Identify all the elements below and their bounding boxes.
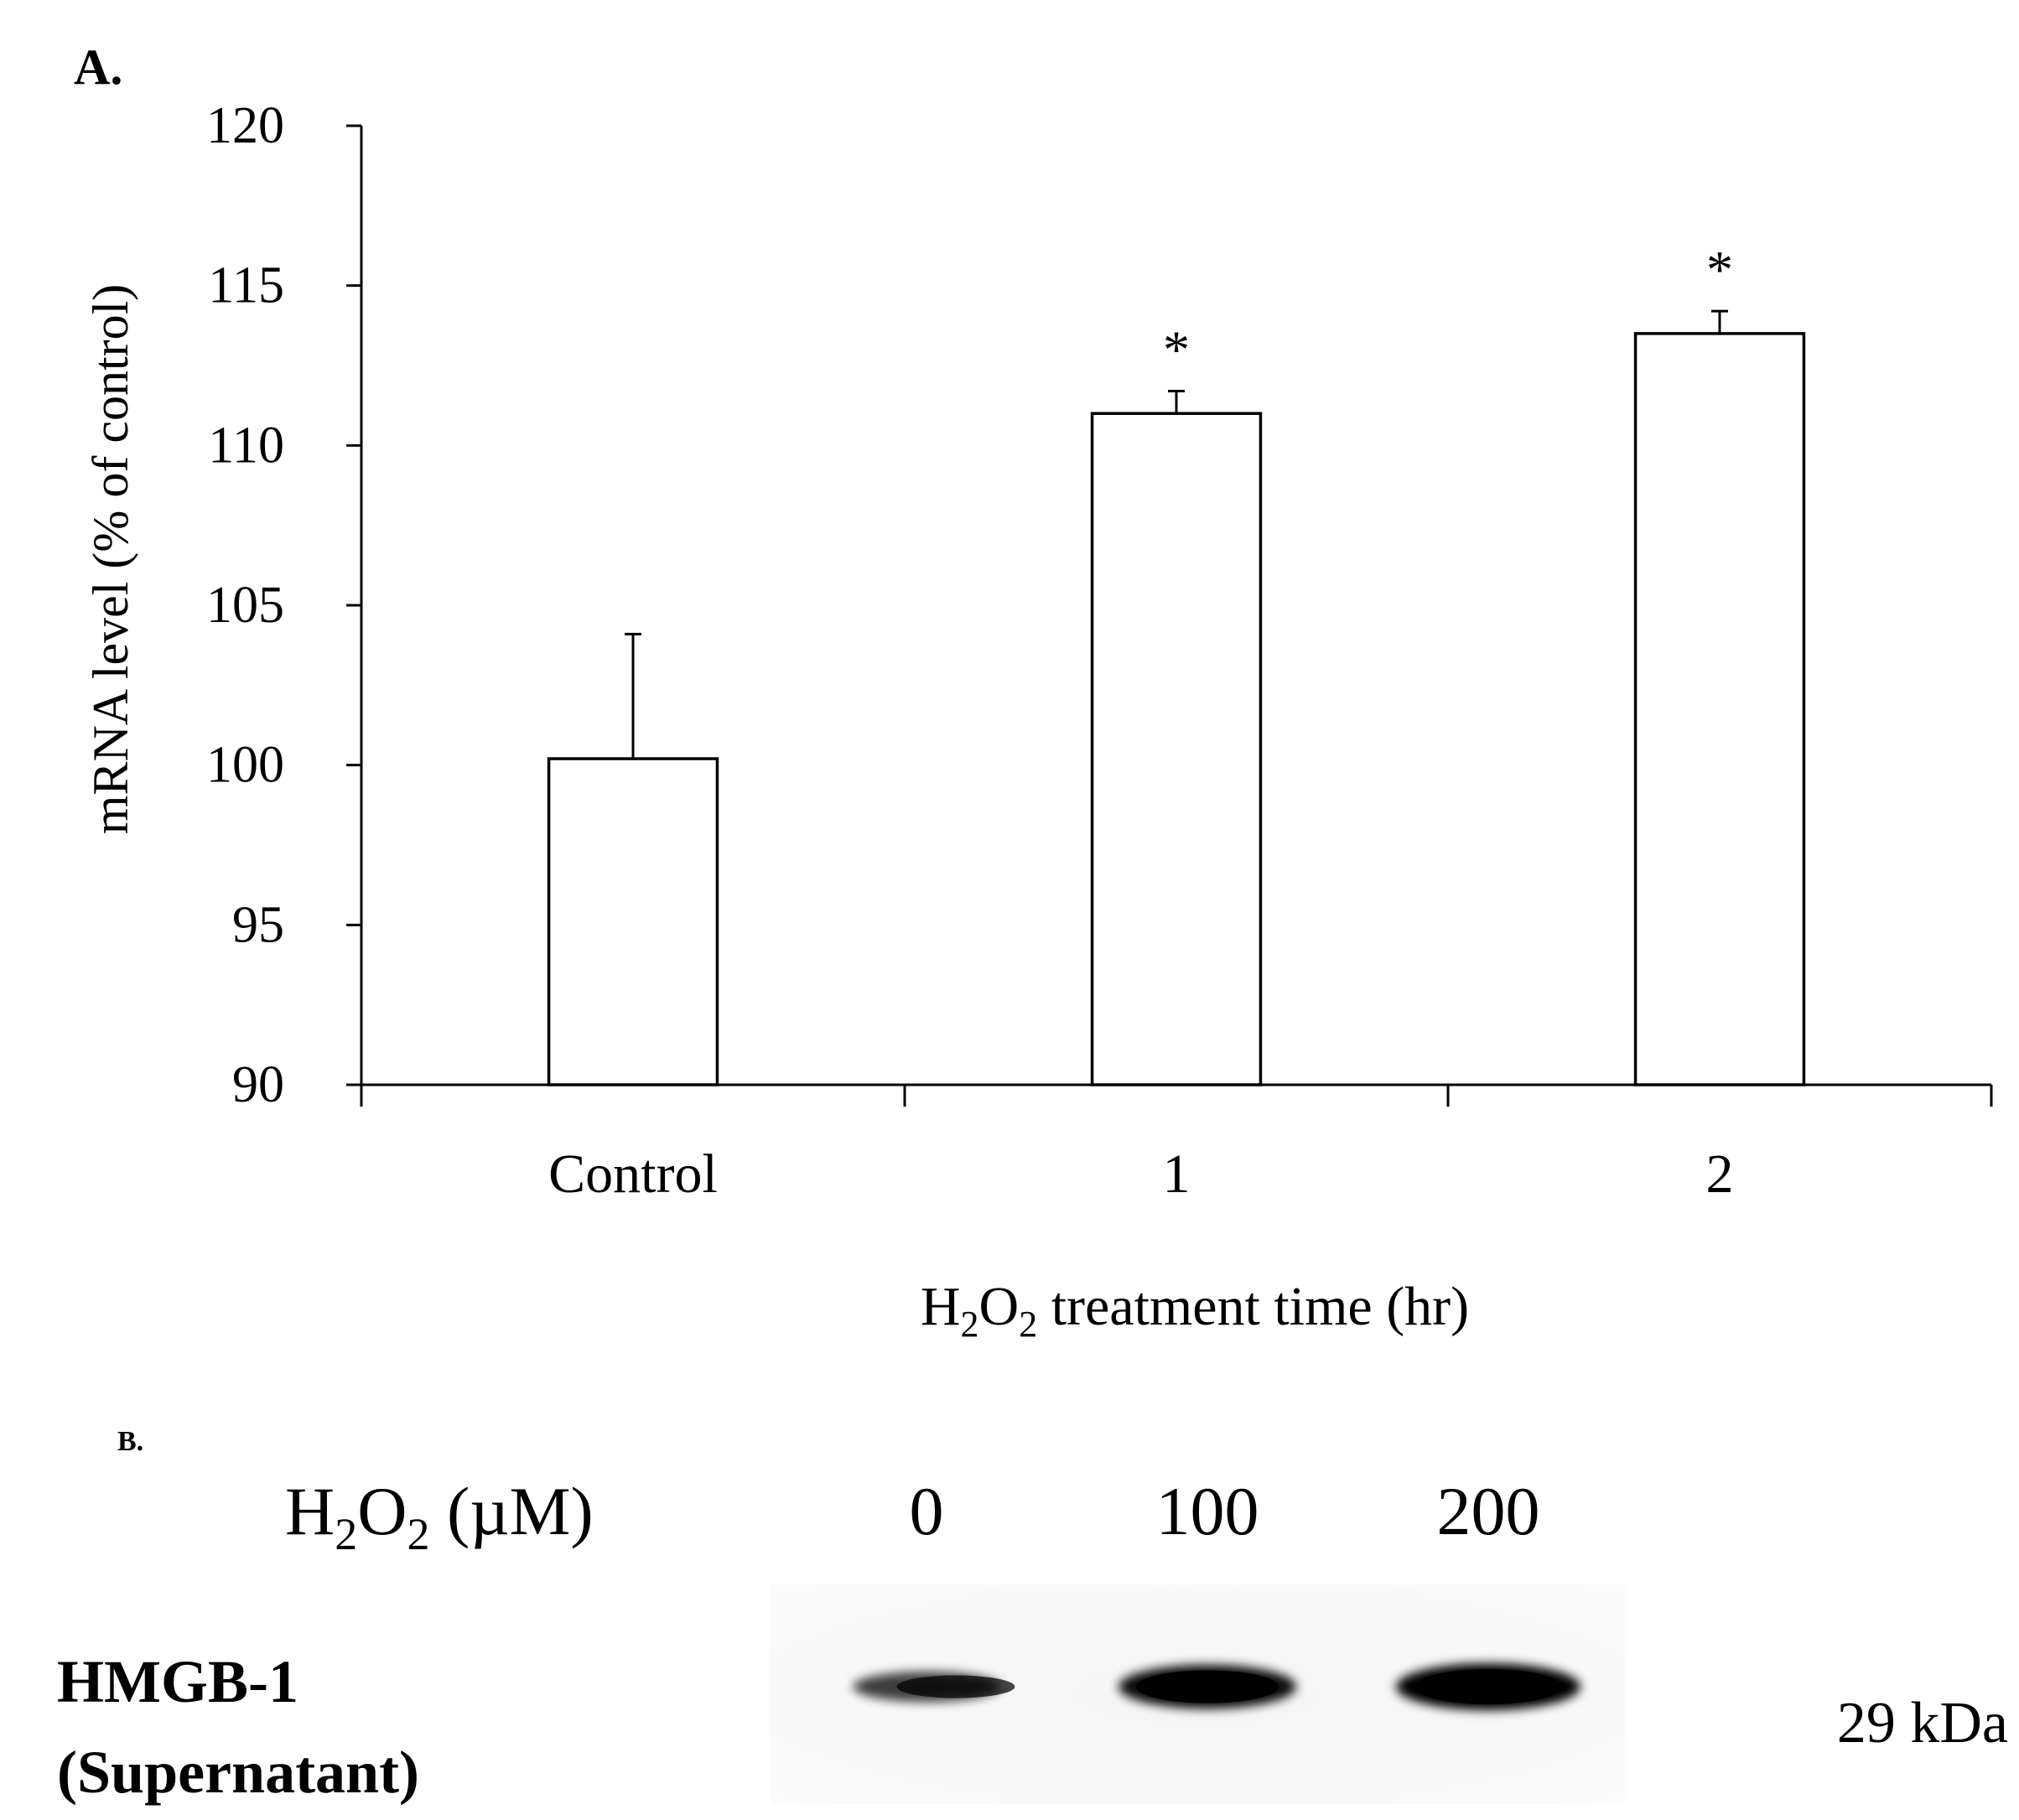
bar-3 (1633, 332, 1806, 1086)
blot-header: H2O2 (µM) (285, 1473, 594, 1559)
y-tick-label: 95 (232, 896, 284, 953)
row-label-fraction: (Supernatant) (57, 1739, 419, 1806)
blot-bands (853, 1663, 1580, 1710)
y-tick-label: 105 (206, 577, 284, 634)
x-axis-label: H2O2 treatment time (hr) (921, 1276, 1469, 1345)
y-axis-label: mRNA level (% of control) (83, 284, 138, 835)
lane-label: 100 (1156, 1473, 1259, 1549)
y-tick-label: 115 (208, 257, 284, 314)
bar-2 (1090, 412, 1263, 1086)
lane-label: 200 (1437, 1473, 1540, 1549)
bar-1 (547, 757, 719, 1086)
significance-marker: * (1163, 320, 1190, 380)
significance-marker: * (1706, 240, 1733, 299)
y-tick-label: 110 (208, 417, 284, 474)
panel-b-label: B. (117, 1426, 143, 1457)
molecular-weight-marker: 29 kDa (1837, 1691, 2008, 1755)
y-tick-label: 100 (206, 737, 284, 794)
lane-label: 0 (910, 1473, 944, 1549)
x-ticks (360, 1085, 1993, 1107)
blot-band-core (1414, 1669, 1562, 1704)
y-ticks: 90 95 100 105 110 115 120 (206, 97, 361, 1113)
x-tick-label: 1 (1163, 1143, 1191, 1205)
y-tick-label: 120 (206, 97, 284, 154)
panel-b: B. H2O2 (µM) 0 100 200 HMGB-1 (Supernatant… (57, 1426, 2008, 1806)
row-label-protein: HMGB-1 (57, 1648, 298, 1715)
lane-labels: 0 100 200 (910, 1473, 1540, 1549)
x-tick-labels: Control 1 2 (548, 1143, 1733, 1205)
bars: ** (547, 240, 1806, 1086)
blot-band-core (896, 1675, 1015, 1698)
x-tick-label: 2 (1706, 1143, 1734, 1205)
blot-band-core (1136, 1670, 1279, 1703)
x-tick-label: Control (548, 1143, 718, 1205)
panel-a: A. mRNA level (% of control) 90 95 100 105 1… (74, 39, 1993, 1345)
y-tick-label: 90 (232, 1056, 284, 1113)
panel-a-label: A. (74, 39, 122, 95)
